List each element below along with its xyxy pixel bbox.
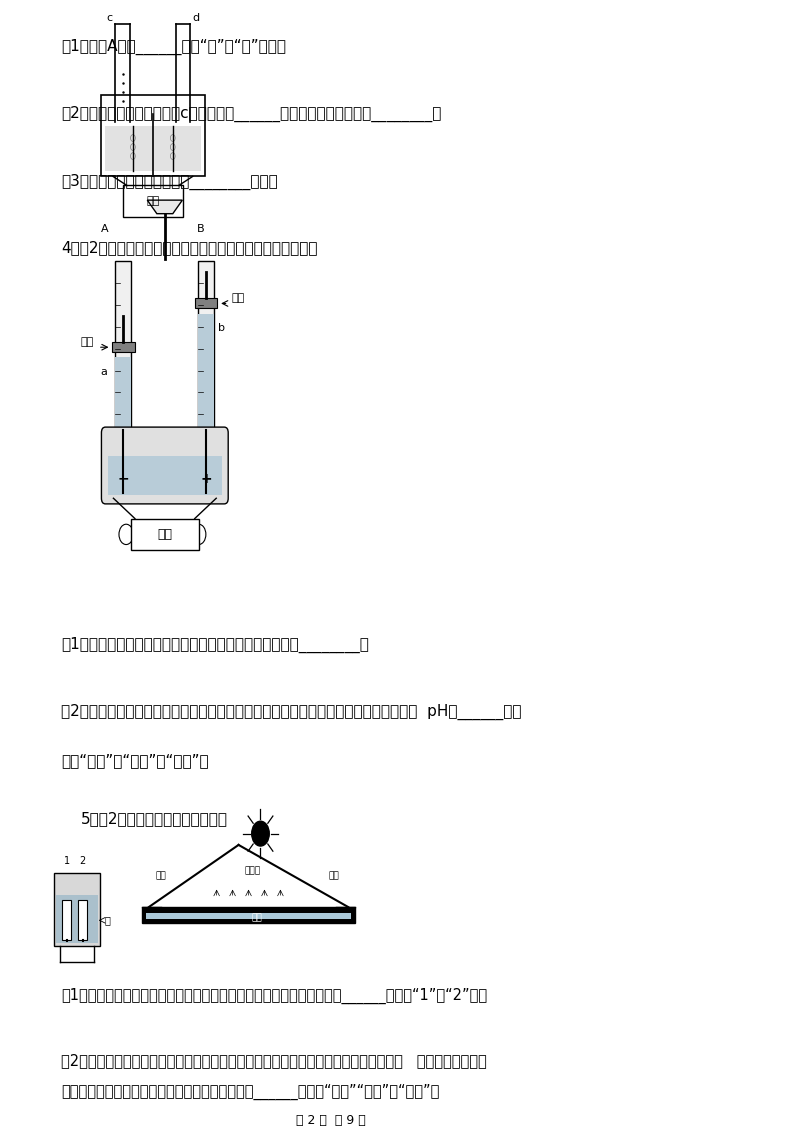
Polygon shape — [147, 200, 182, 214]
Bar — [142, 907, 354, 923]
Text: （2）水中要加入一定量的氢氧化钠用来增强水的导电性，反应一段时间后，剩余溶液的  pH将______（选: （2）水中要加入一定量的氢氧化钠用来增强水的导电性，反应一段时间后，剩余溶液的 … — [61, 704, 522, 720]
Text: （2）海水淡化可缓解淡水资源匮乏的问题。图为太阳能海水淡化装置示意图。利用该装   置将一定量的海水: （2）海水淡化可缓解淡水资源匮乏的问题。图为太阳能海水淡化装置示意图。利用该装 … — [61, 1053, 487, 1069]
Text: −: − — [118, 472, 129, 486]
Text: 活塞: 活塞 — [81, 336, 94, 346]
Bar — [112, 342, 134, 352]
FancyBboxPatch shape — [102, 427, 228, 504]
Text: 电源: 电源 — [158, 528, 172, 541]
Bar — [78, 900, 87, 940]
Text: b: b — [218, 324, 226, 333]
Bar — [115, 261, 131, 436]
Text: 活塞: 活塞 — [231, 293, 245, 302]
Text: 淡水: 淡水 — [155, 871, 166, 880]
FancyBboxPatch shape — [123, 186, 182, 217]
Text: 海水: 海水 — [251, 914, 262, 923]
Text: 电源: 电源 — [146, 196, 159, 206]
Text: （1）电解水实验揭示了水的组成。如下图所示实验中得到氧气的试管是______（选填“1”或“2”）。: （1）电解水实验揭示了水的组成。如下图所示实验中得到氧气的试管是______（选… — [61, 988, 487, 1004]
Bar — [195, 298, 218, 308]
Text: 淡水: 淡水 — [329, 871, 339, 880]
Bar — [198, 261, 214, 436]
Circle shape — [191, 524, 206, 544]
Text: 暴晒一段时间后，剩余海水中氯化钠的质量分数会______（选填“变大”“变小”或“不变”）: 暴晒一段时间后，剩余海水中氯化钠的质量分数会______（选填“变大”“变小”或… — [61, 1084, 439, 1100]
Text: 2: 2 — [79, 856, 86, 866]
Bar — [56, 895, 98, 943]
Text: A: A — [102, 224, 109, 234]
Bar — [131, 518, 198, 550]
Text: 1: 1 — [64, 856, 70, 866]
Text: 5．（2分）水是一种重要的资源。: 5．（2分）水是一种重要的资源。 — [81, 812, 228, 826]
Text: a: a — [101, 367, 107, 377]
Text: 水: 水 — [104, 916, 110, 925]
Text: d: d — [192, 12, 199, 23]
Text: c: c — [106, 12, 113, 23]
Text: 填：“变大”或“变小”或“不变”）: 填：“变大”或“变小”或“不变”） — [61, 753, 209, 767]
Text: （1）水电解生成氢气和氧气的过程，发生的能量转化是：________。: （1）水电解生成氢气和氧气的过程，发生的能量转化是：________。 — [61, 637, 369, 653]
Bar — [115, 358, 131, 436]
Text: B: B — [197, 224, 205, 234]
Bar — [62, 900, 71, 940]
Text: 第 2 页  共 9 页: 第 2 页 共 9 页 — [296, 1114, 366, 1127]
Bar — [108, 455, 222, 495]
Text: +: + — [201, 472, 212, 486]
Text: 水蒸气: 水蒸气 — [245, 866, 261, 875]
Bar — [198, 314, 214, 436]
Circle shape — [252, 821, 270, 846]
Bar — [54, 873, 100, 946]
Text: （2）通电一段时间后，试管c中的气体是______，验证此气体的方法是________。: （2）通电一段时间后，试管c中的气体是______，验证此气体的方法是_____… — [61, 106, 442, 122]
Text: （1）电源A端是______（填“正”或“负”）极。: （1）电源A端是______（填“正”或“负”）极。 — [61, 38, 286, 54]
Circle shape — [119, 524, 134, 544]
Polygon shape — [105, 126, 201, 171]
Bar — [146, 912, 350, 919]
Text: （3）电解水实验结论：水是由________组成。: （3）电解水实验结论：水是由________组成。 — [61, 174, 278, 190]
Text: 4．（2分）如图所示是水电解的实验装置。请回答下列问题：: 4．（2分）如图所示是水电解的实验装置。请回答下列问题： — [61, 240, 318, 255]
